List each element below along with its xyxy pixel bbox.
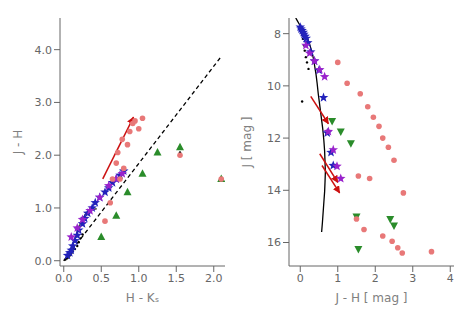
- svg-text:4.0: 4.0: [35, 44, 53, 57]
- svg-text:2.0: 2.0: [35, 149, 53, 162]
- svg-text:2.0: 2.0: [205, 272, 223, 285]
- svg-text:1.0: 1.0: [130, 272, 148, 285]
- svg-text:2: 2: [372, 272, 379, 285]
- svg-text:3.0: 3.0: [35, 96, 53, 109]
- svg-text:0: 0: [297, 272, 304, 285]
- svg-text:0.0: 0.0: [55, 272, 73, 285]
- svg-text:3: 3: [409, 272, 416, 285]
- svg-text:14: 14: [267, 184, 281, 197]
- svg-text:8: 8: [274, 28, 281, 41]
- svg-text:J [ mag ]: J [ mag ]: [240, 116, 254, 168]
- svg-text:4: 4: [447, 272, 454, 285]
- svg-text:12: 12: [267, 132, 281, 145]
- svg-text:16: 16: [267, 236, 281, 249]
- svg-text:1: 1: [334, 272, 341, 285]
- svg-text:0.5: 0.5: [93, 272, 111, 285]
- svg-text:J - H: J - H: [11, 130, 25, 156]
- svg-text:0.0: 0.0: [35, 255, 53, 268]
- svg-text:1.5: 1.5: [168, 272, 186, 285]
- svg-text:10: 10: [267, 80, 281, 93]
- svg-text:1.0: 1.0: [35, 202, 53, 215]
- svg-text:H - Kₛ: H - Kₛ: [126, 291, 159, 305]
- svg-text:J - H [ mag ]: J - H [ mag ]: [335, 291, 408, 305]
